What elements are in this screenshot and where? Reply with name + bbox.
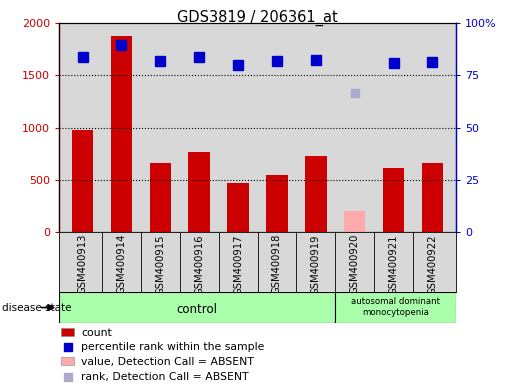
Text: value, Detection Call = ABSENT: value, Detection Call = ABSENT (81, 357, 254, 367)
Text: GSM400921: GSM400921 (389, 234, 399, 295)
Text: GSM400914: GSM400914 (116, 234, 126, 295)
Bar (61, 328, 74, 336)
Bar (59, 292, 335, 323)
Text: autosomal dominant
monocytopenia: autosomal dominant monocytopenia (351, 297, 440, 317)
Text: rank, Detection Call = ABSENT: rank, Detection Call = ABSENT (81, 372, 249, 382)
Bar (335, 292, 456, 323)
Text: GSM400916: GSM400916 (194, 234, 204, 295)
Bar (344, 211, 365, 232)
Text: count: count (81, 328, 112, 338)
Bar (72, 130, 93, 232)
Bar (150, 163, 171, 232)
Text: disease state: disease state (2, 303, 71, 313)
Text: GSM400920: GSM400920 (350, 234, 359, 295)
Bar (422, 163, 443, 232)
Bar (227, 183, 249, 232)
Text: GSM400919: GSM400919 (311, 234, 321, 295)
Bar (188, 152, 210, 232)
Text: GSM400922: GSM400922 (427, 234, 437, 295)
Text: GSM400918: GSM400918 (272, 234, 282, 295)
Bar (383, 169, 404, 232)
Bar (266, 175, 288, 232)
Text: GSM400913: GSM400913 (78, 234, 88, 295)
Text: control: control (177, 303, 218, 316)
Text: GSM400915: GSM400915 (156, 234, 165, 295)
Bar (61, 357, 74, 366)
Text: percentile rank within the sample: percentile rank within the sample (81, 342, 265, 352)
Bar (111, 36, 132, 232)
Text: GDS3819 / 206361_at: GDS3819 / 206361_at (177, 10, 338, 26)
Text: GSM400917: GSM400917 (233, 234, 243, 295)
Bar (305, 156, 327, 232)
